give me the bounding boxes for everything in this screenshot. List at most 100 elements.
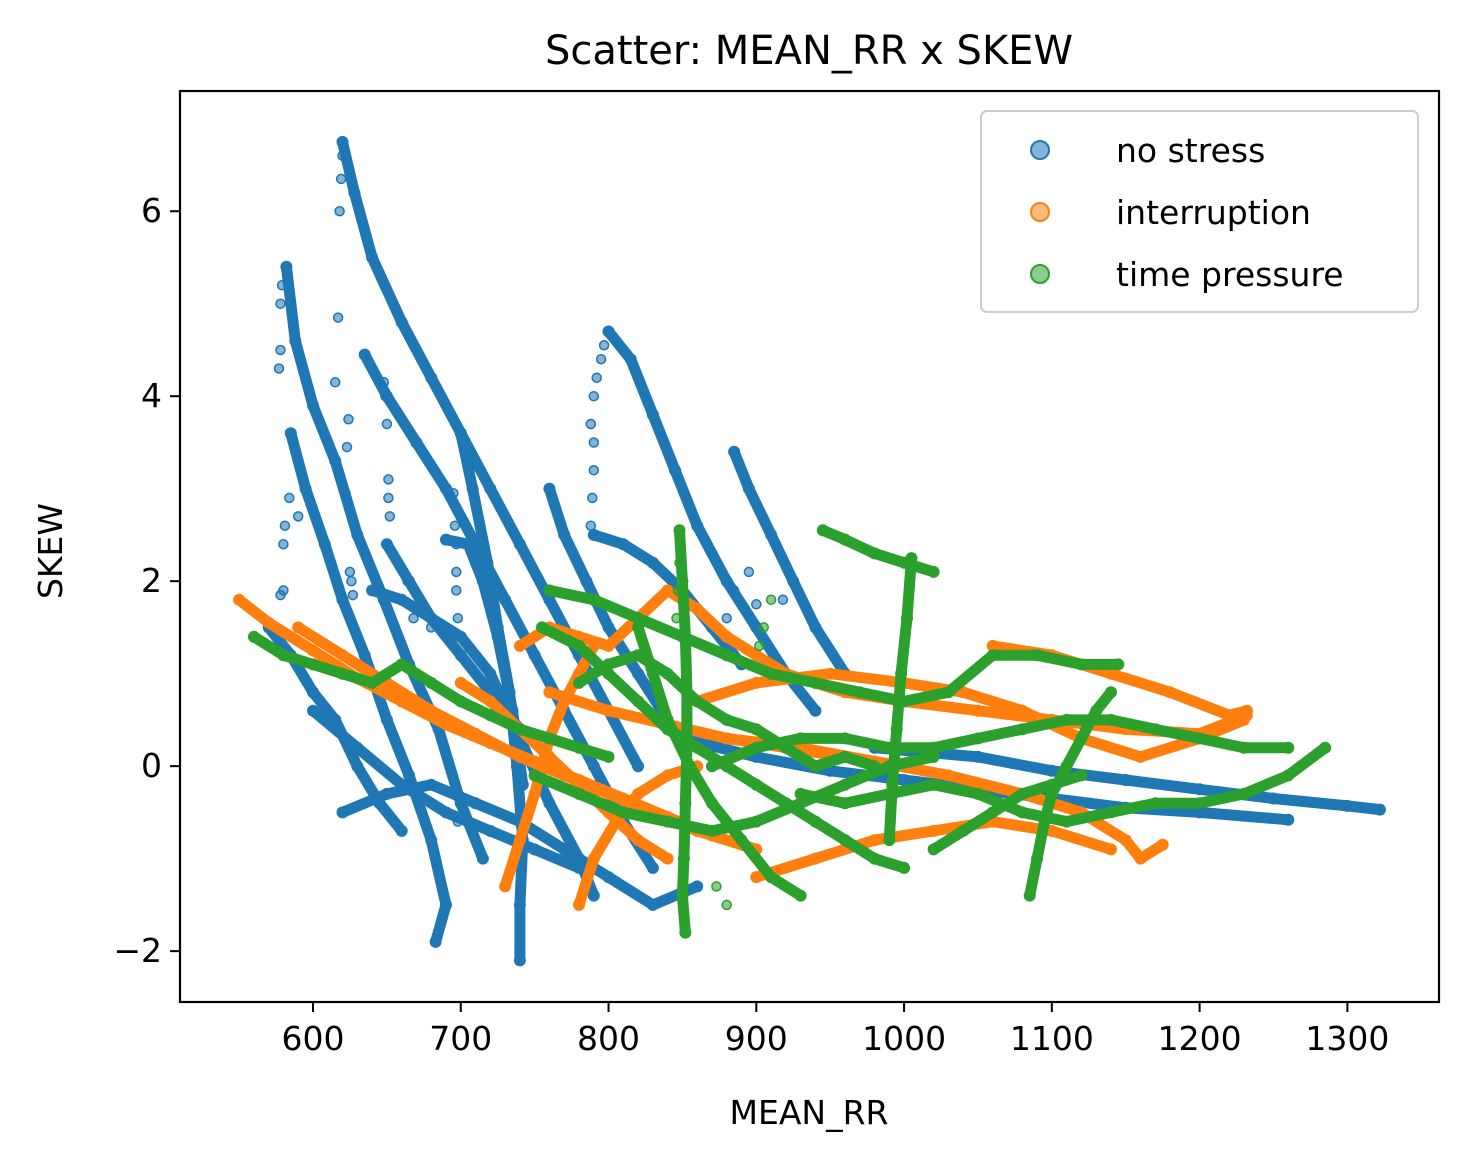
data-point [462, 538, 475, 551]
data-point [1193, 783, 1206, 796]
data-point [378, 377, 390, 388]
data-point [751, 599, 762, 610]
data-point [469, 797, 482, 810]
data-point [691, 695, 704, 708]
data-point [602, 639, 615, 652]
data-point [402, 575, 413, 587]
data-point [661, 769, 674, 782]
data-point [348, 186, 361, 199]
data-point [1112, 658, 1125, 671]
data-point [720, 575, 733, 588]
data-point [868, 852, 881, 865]
data-point [1282, 741, 1295, 754]
data-point [632, 621, 645, 634]
data-point [632, 834, 645, 847]
data-point [602, 325, 615, 338]
data-point [273, 363, 285, 374]
data-point [346, 575, 357, 587]
data-point [691, 519, 704, 532]
data-point [1240, 704, 1253, 717]
data-point [1105, 686, 1117, 699]
data-point [1134, 852, 1147, 865]
data-point [451, 585, 462, 596]
data-point [366, 676, 379, 689]
point-trace [632, 621, 807, 902]
data-point [942, 769, 955, 782]
data-point [573, 898, 585, 911]
data-point [794, 732, 807, 745]
data-point [901, 612, 913, 625]
point-trace [728, 446, 851, 680]
data-point [595, 353, 607, 365]
data-point [318, 538, 331, 551]
data-point [794, 787, 807, 800]
data-point [395, 658, 408, 671]
data-point [809, 621, 822, 634]
data-point [750, 649, 763, 662]
data-point [452, 612, 464, 624]
data-point [440, 806, 452, 819]
data-point [1016, 704, 1029, 717]
data-point [452, 816, 464, 827]
data-point [676, 889, 689, 902]
y-tick-label: 0 [141, 746, 162, 785]
data-point [839, 732, 851, 745]
x-axis-label: MEAN_RR [730, 1093, 889, 1132]
data-point [275, 589, 286, 601]
data-point [587, 760, 600, 773]
data-point [1060, 713, 1073, 726]
data-point [986, 806, 999, 819]
data-point [839, 750, 851, 763]
data-point [528, 787, 541, 800]
data-point [351, 528, 364, 541]
x-axis: 600 700 800 900 1000 1100 1200 1300 [281, 1002, 1389, 1058]
data-point [927, 565, 940, 578]
data-point [986, 639, 999, 652]
data-point [672, 585, 684, 596]
data-point [543, 482, 556, 495]
data-point [972, 704, 984, 717]
data-point [336, 593, 349, 606]
data-point [839, 778, 851, 791]
data-point [1016, 723, 1029, 736]
data-point [895, 667, 908, 680]
data-point [513, 538, 526, 551]
data-point [358, 348, 371, 361]
data-point [587, 639, 600, 652]
data-point [809, 676, 822, 689]
data-point [809, 704, 822, 717]
data-point [750, 741, 763, 754]
data-point [366, 584, 379, 597]
data-point [1193, 806, 1206, 819]
data-point [499, 593, 512, 606]
y-tick-label: 6 [141, 191, 162, 230]
series-time-pressure [247, 524, 1332, 939]
data-point [602, 621, 615, 634]
data-point [1119, 834, 1132, 847]
y-tick-label: −2 [113, 931, 162, 970]
data-point [513, 723, 526, 736]
data-point [691, 880, 704, 893]
data-point [588, 437, 600, 448]
data-point [425, 704, 438, 717]
data-point [691, 602, 704, 615]
data-point [1105, 713, 1117, 726]
data-point [898, 774, 911, 786]
data-point [469, 727, 482, 740]
data-point [307, 644, 319, 657]
data-point [454, 649, 467, 662]
data-point [340, 488, 351, 499]
data-point [1090, 704, 1103, 717]
data-point [1075, 769, 1088, 782]
data-point [334, 205, 345, 217]
data-point [890, 723, 903, 736]
legend-label: interruption [1116, 193, 1311, 232]
data-point [839, 797, 851, 810]
data-point [674, 557, 685, 568]
data-point [344, 566, 356, 578]
data-point [425, 622, 437, 633]
data-point [543, 732, 556, 745]
data-point [1045, 778, 1058, 791]
data-point [454, 676, 467, 689]
